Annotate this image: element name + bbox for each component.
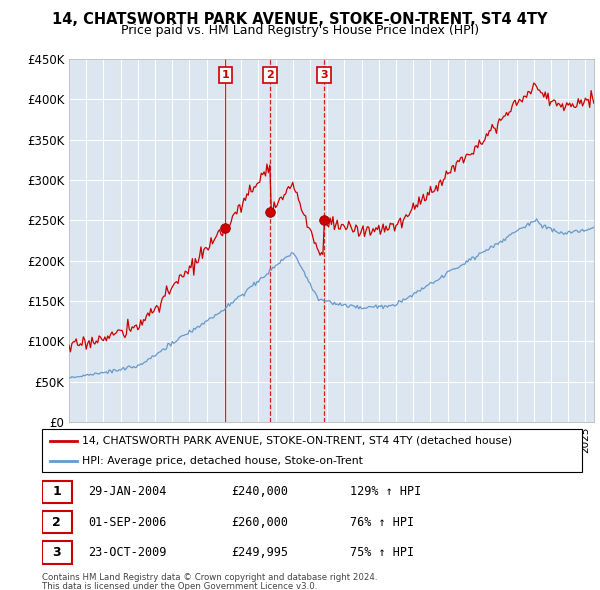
FancyBboxPatch shape [42, 511, 72, 533]
Text: Contains HM Land Registry data © Crown copyright and database right 2024.: Contains HM Land Registry data © Crown c… [42, 573, 377, 582]
Text: This data is licensed under the Open Government Licence v3.0.: This data is licensed under the Open Gov… [42, 582, 317, 590]
Text: 3: 3 [320, 70, 328, 80]
Text: 76% ↑ HPI: 76% ↑ HPI [350, 516, 414, 529]
Text: Price paid vs. HM Land Registry's House Price Index (HPI): Price paid vs. HM Land Registry's House … [121, 24, 479, 37]
Text: 14, CHATSWORTH PARK AVENUE, STOKE-ON-TRENT, ST4 4TY: 14, CHATSWORTH PARK AVENUE, STOKE-ON-TRE… [52, 12, 548, 27]
Text: £240,000: £240,000 [231, 486, 288, 499]
Text: 1: 1 [221, 70, 229, 80]
Text: 1: 1 [52, 486, 61, 499]
Text: 01-SEP-2006: 01-SEP-2006 [88, 516, 166, 529]
FancyBboxPatch shape [42, 541, 72, 563]
Text: 75% ↑ HPI: 75% ↑ HPI [350, 546, 414, 559]
FancyBboxPatch shape [42, 429, 582, 472]
Text: 3: 3 [53, 546, 61, 559]
Text: 23-OCT-2009: 23-OCT-2009 [88, 546, 166, 559]
FancyBboxPatch shape [42, 481, 72, 503]
Text: 14, CHATSWORTH PARK AVENUE, STOKE-ON-TRENT, ST4 4TY (detached house): 14, CHATSWORTH PARK AVENUE, STOKE-ON-TRE… [83, 436, 512, 446]
Text: £260,000: £260,000 [231, 516, 288, 529]
Text: £249,995: £249,995 [231, 546, 288, 559]
Text: HPI: Average price, detached house, Stoke-on-Trent: HPI: Average price, detached house, Stok… [83, 456, 364, 466]
Text: 2: 2 [52, 516, 61, 529]
Text: 129% ↑ HPI: 129% ↑ HPI [350, 486, 421, 499]
Text: 29-JAN-2004: 29-JAN-2004 [88, 486, 166, 499]
Text: 2: 2 [266, 70, 274, 80]
